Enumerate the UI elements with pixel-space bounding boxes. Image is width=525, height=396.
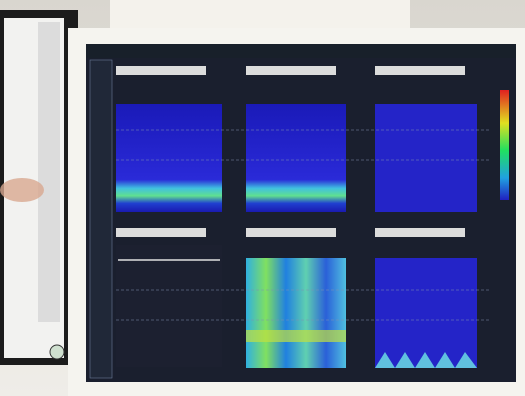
side-menu — [90, 60, 112, 378]
page: html, body { margin: 0; padding: 0; widt… — [0, 0, 525, 396]
photo — [0, 0, 525, 396]
spectrogram — [246, 104, 346, 212]
panel-label — [375, 228, 465, 237]
spectrogram — [246, 258, 346, 368]
left-button-column — [38, 22, 60, 322]
panel-bottom-1 — [116, 228, 222, 367]
band — [246, 330, 346, 342]
panel-label — [246, 66, 336, 75]
spectrogram — [375, 104, 477, 212]
panel-label — [116, 228, 206, 237]
window — [110, 0, 410, 28]
panel-label — [246, 228, 336, 237]
hand — [0, 178, 44, 202]
spectrogram — [116, 245, 222, 367]
panel-label — [116, 66, 206, 75]
color-bar — [500, 90, 509, 200]
spectrogram — [116, 104, 222, 212]
spectrogram — [375, 258, 477, 368]
header-bar — [86, 44, 516, 58]
body: {} — [0, 0, 525, 396]
left-icon — [50, 345, 64, 359]
panel-label — [375, 66, 465, 75]
